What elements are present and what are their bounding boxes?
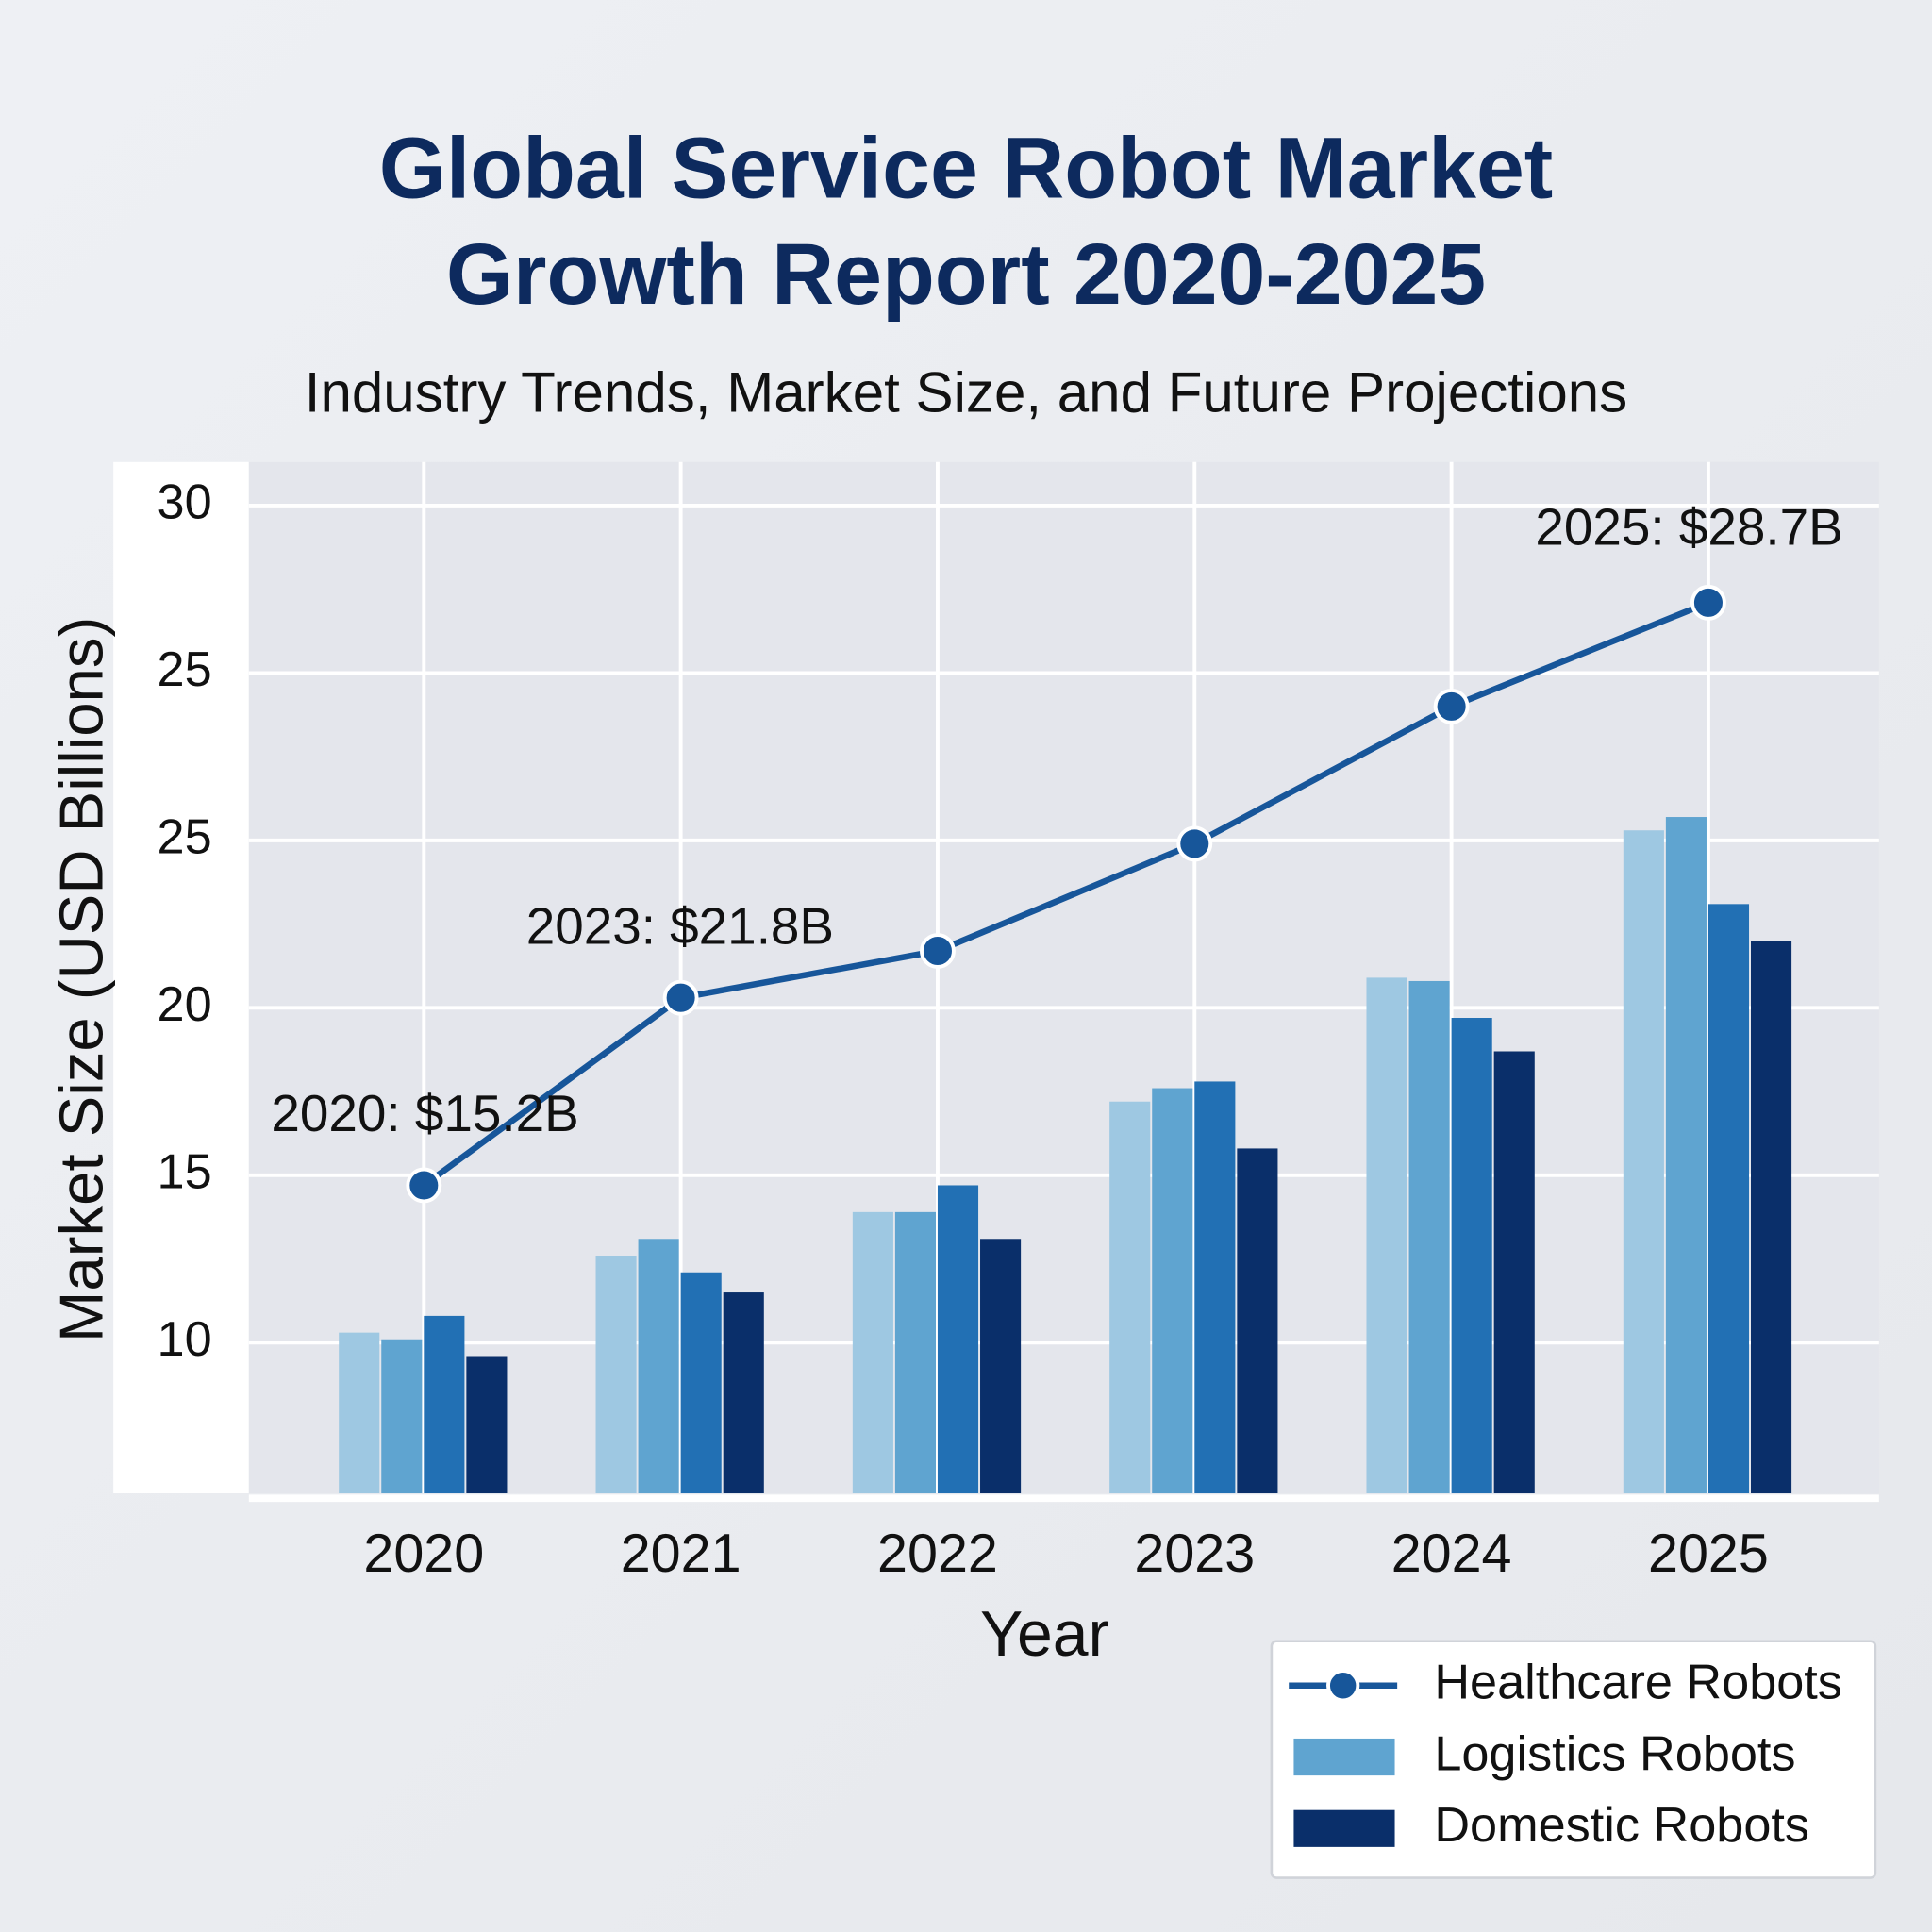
- line-marker: [406, 1167, 442, 1204]
- bar: [466, 1356, 508, 1494]
- bar: [852, 1211, 893, 1494]
- bar: [1623, 830, 1664, 1494]
- bar: [723, 1292, 764, 1494]
- bar: [1665, 817, 1707, 1494]
- chart-title: Growth Report 2020-2025: [446, 226, 1486, 323]
- x-tick-label: 2020: [363, 1524, 484, 1584]
- y-tick-label: 30: [158, 475, 212, 530]
- bar: [1237, 1148, 1278, 1494]
- bar: [638, 1239, 679, 1494]
- y-tick-label: 25: [158, 810, 212, 865]
- annotation: 2023: $21.8B: [526, 897, 834, 956]
- x-tick-label: 2021: [621, 1524, 741, 1584]
- legend-marker: [1326, 1669, 1360, 1703]
- bar: [1152, 1088, 1193, 1494]
- x-axis-label: Year: [980, 1599, 1109, 1670]
- bar: [980, 1239, 1022, 1494]
- bar: [680, 1272, 722, 1494]
- legend-label: Domestic Robots: [1434, 1798, 1809, 1853]
- marks: 2020: $15.2B 2023: $21.8B 2025: $28.7B: [271, 497, 1843, 1494]
- line-marker: [1433, 688, 1470, 724]
- bar: [1408, 980, 1450, 1494]
- line-marker: [1176, 825, 1213, 862]
- annotation: 2025: $28.7B: [1535, 497, 1842, 556]
- bar: [1109, 1101, 1151, 1494]
- annotation: 2020: $15.2B: [271, 1084, 578, 1142]
- y-axis-panel: [113, 461, 249, 1494]
- legend-swatch: [1293, 1809, 1395, 1847]
- bar: [1751, 941, 1792, 1494]
- bar: [1194, 1081, 1236, 1494]
- line-marker: [662, 979, 699, 1016]
- bar: [424, 1315, 465, 1494]
- bar: [1707, 904, 1750, 1494]
- line: [422, 599, 1710, 1189]
- y-axis-label: Market Size (USD Billions): [47, 617, 116, 1342]
- x-tick-label: 2024: [1391, 1524, 1512, 1584]
- bar: [937, 1185, 979, 1494]
- plot-area: [248, 461, 1879, 1494]
- bar: [381, 1339, 423, 1494]
- chart-title: Global Service Robot Market: [379, 121, 1553, 217]
- legend: Healthcare Robots Logistics Robots Domesti…: [1270, 1640, 1877, 1879]
- line-marker: [1690, 584, 1726, 621]
- legend-swatch: [1293, 1738, 1395, 1776]
- x-tick-label: 2022: [877, 1524, 998, 1584]
- x-tick-label: 2023: [1134, 1524, 1255, 1584]
- bar: [894, 1211, 936, 1494]
- bar: [1493, 1051, 1535, 1494]
- y-tick-label: 10: [158, 1312, 212, 1367]
- y-tick-label: 20: [158, 977, 212, 1032]
- bar: [339, 1332, 380, 1494]
- legend-box: [1270, 1640, 1877, 1879]
- legend-label: Healthcare Robots: [1434, 1656, 1842, 1710]
- line-marker: [920, 933, 956, 969]
- x-tick-label: 2025: [1648, 1524, 1769, 1584]
- y-tick-label: 15: [158, 1145, 212, 1200]
- bar: [595, 1256, 637, 1494]
- legend-label: Logistics Robots: [1434, 1726, 1795, 1781]
- y-tick-label: 25: [158, 642, 212, 697]
- bar: [1366, 977, 1407, 1494]
- chart-subtitle: Industry Trends, Market Size, and Future…: [305, 360, 1627, 424]
- bar: [1451, 1018, 1492, 1494]
